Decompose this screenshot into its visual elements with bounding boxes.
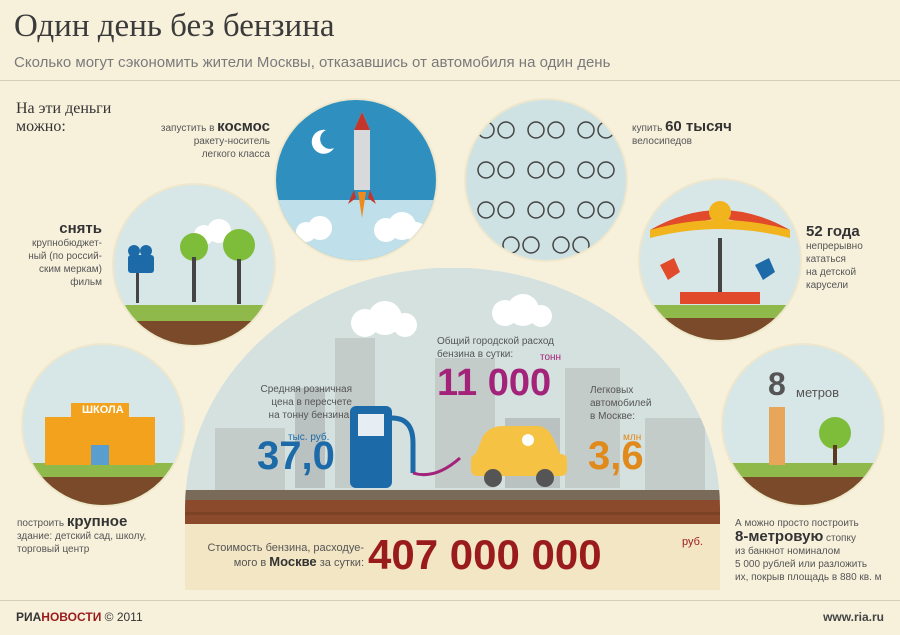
bikes-circle (466, 100, 626, 260)
film-camera-illustration (114, 219, 274, 345)
school-label: построить крупное здание: детский сад, ш… (17, 513, 147, 555)
school-sign: ШКОЛА (82, 404, 124, 416)
space-label: запустить в космос ракету-носитель легко… (160, 118, 270, 160)
footer-site[interactable]: www.ria.ru (823, 610, 884, 624)
bicycles-illustration (477, 121, 615, 254)
stack-number: 8 (768, 366, 786, 402)
banknote-stack-circle (723, 345, 883, 505)
school-circle (23, 345, 183, 505)
total-value: 407 000 000 (368, 531, 602, 578)
banknote-stack-illustration (723, 407, 883, 505)
price-label: Средняя розничная цена в пересчете на то… (260, 384, 352, 421)
footer-credit: РИАНОВОСТИ © 2011 (16, 610, 143, 624)
bikes-label: купить 60 тысяч велосипедов (632, 118, 732, 147)
cars-value: 3,6 (588, 434, 644, 478)
city-dome-illustration (185, 268, 720, 590)
total-label: Стоимость бензина, расходуе- мого в Моск… (207, 542, 364, 569)
consumption-unit: тонн (540, 352, 562, 363)
film-label: снять крупнобюджет- ный (по россий- ским… (28, 220, 102, 288)
novosti-logo: НОВОСТИ (41, 610, 102, 624)
price-unit: тыс. руб. (288, 432, 330, 443)
stack-unit: метров (796, 385, 840, 400)
footer-divider (0, 600, 900, 601)
header-divider (0, 80, 900, 81)
carousel-illustration (640, 201, 800, 340)
stack-label: А можно просто построить 8-метровую стоп… (735, 518, 882, 583)
city-dome (185, 268, 720, 590)
page-subtitle: Сколько могут сэкономить жители Москвы, … (14, 54, 611, 71)
consumption-label: Общий городской расход бензина в сутки: (437, 336, 555, 360)
cars-label: Легковых автомобилей в Москве: (590, 385, 652, 422)
space-circle (276, 100, 436, 260)
carousel-label: 52 года непрерывно кататься на детской к… (806, 223, 863, 291)
carousel-circle (640, 180, 800, 340)
cars-unit: млн (623, 432, 642, 443)
page-title: Один день без бензина (14, 8, 335, 44)
intro-text: На эти деньги можно: (16, 100, 112, 135)
ria-logo: РИА (16, 610, 42, 624)
consumption-value: 11 000 (437, 362, 552, 404)
total-unit: руб. (682, 536, 703, 548)
rocket-illustration (276, 112, 436, 260)
school-illustration (23, 403, 183, 505)
film-circle (114, 185, 274, 345)
price-value: 37,0 (257, 434, 335, 478)
